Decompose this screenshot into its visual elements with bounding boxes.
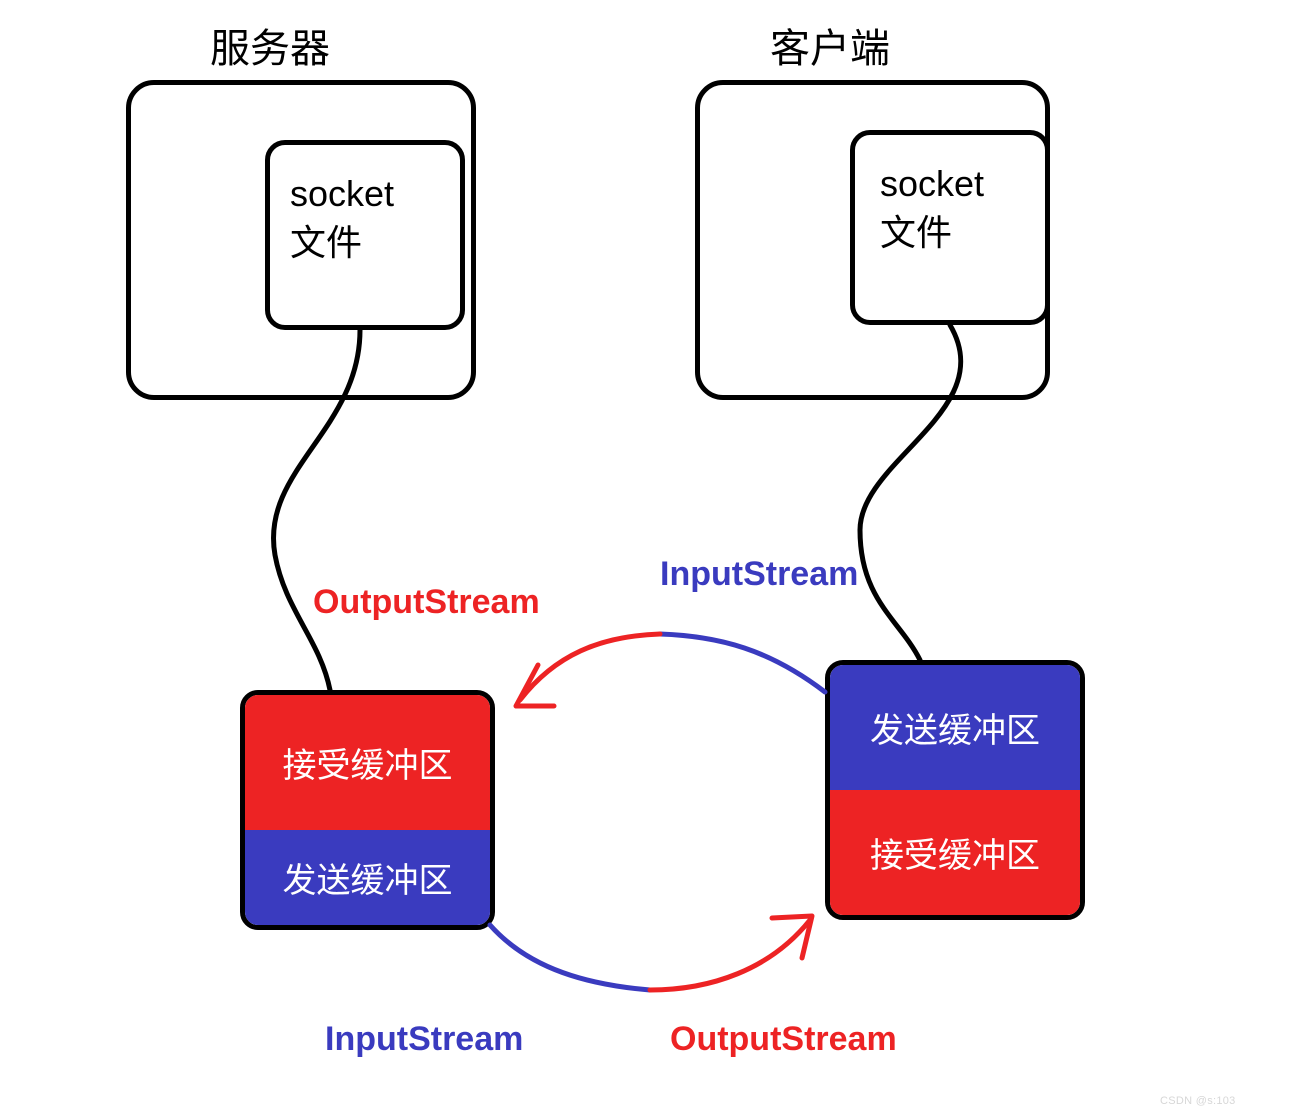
bottom-arrow-blue (490, 925, 650, 990)
server-buffers: 接受缓冲区 发送缓冲区 (240, 690, 495, 930)
output-stream-top-label: OutputStream (313, 583, 540, 622)
output-stream-bottom-label: OutputStream (670, 1020, 897, 1059)
top-arrow-red (520, 634, 660, 700)
client-recv-buffer: 接受缓冲区 (830, 790, 1080, 915)
client-socket-line1: socket (880, 163, 984, 204)
bottom-arrow-red (650, 920, 810, 990)
input-stream-top-label: InputStream (660, 555, 858, 594)
diagram-stage: 服务器 客户端 socket 文件 socket 文件 接受缓冲区 发送缓冲区 … (0, 0, 1289, 1116)
bottom-arrowhead (772, 916, 812, 958)
server-socket-line1: socket (290, 173, 394, 214)
watermark: CSDN @s:103 (1160, 1095, 1236, 1107)
server-socket-line2: 文件 (290, 222, 362, 263)
top-arrow-blue (660, 634, 825, 692)
server-send-buffer: 发送缓冲区 (245, 830, 490, 925)
client-title: 客户端 (770, 16, 890, 74)
client-socket-label: socket 文件 (880, 160, 984, 257)
client-buffers: 发送缓冲区 接受缓冲区 (825, 660, 1085, 920)
server-title: 服务器 (210, 16, 330, 74)
client-send-buffer: 发送缓冲区 (830, 665, 1080, 790)
top-arrowhead (516, 665, 554, 706)
input-stream-bottom-label: InputStream (325, 1020, 523, 1059)
client-socket-line2: 文件 (880, 212, 952, 253)
server-recv-buffer: 接受缓冲区 (245, 695, 490, 830)
server-socket-label: socket 文件 (290, 170, 394, 267)
